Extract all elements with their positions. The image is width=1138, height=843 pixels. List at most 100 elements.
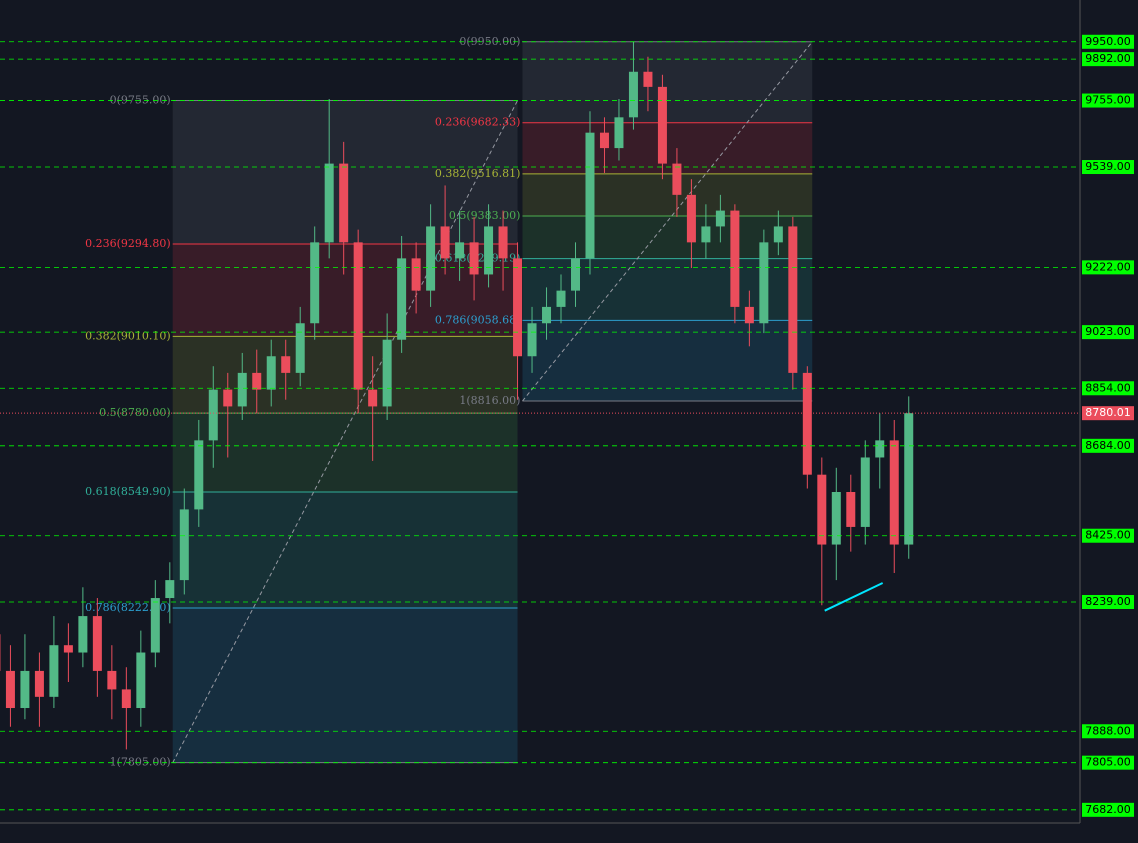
overlay-layer [0,41,1080,811]
candle-body [817,474,827,545]
candle-body [686,194,696,243]
candle-body [165,580,175,599]
level-label: 9222.00 [1085,260,1131,273]
candle-body [904,413,914,545]
candle-body [773,226,783,243]
level-label: 8425.00 [1085,529,1131,542]
candle-body [92,616,102,671]
candle-body [527,323,537,357]
level-tag [1082,802,1134,817]
candle-body [875,440,885,458]
fib-band [172,492,518,609]
candle-body [121,689,131,709]
candle-body [643,71,653,87]
candle-body [585,132,595,259]
candle-body [860,457,870,527]
candle-body [889,440,899,545]
candle-body [701,226,711,243]
candle-body [368,389,378,407]
candle-body [324,163,334,243]
candle-body [150,598,160,653]
fib-label: 0.786(9058.68) [435,313,521,326]
level-label: 9023.00 [1085,325,1131,338]
candle-layer [0,41,914,750]
level-tag [1082,93,1134,108]
level-label: 9539.00 [1085,160,1131,173]
fib-band [522,215,813,259]
level-tag [1082,52,1134,67]
price-axis [1080,0,1138,843]
fib-label: 0.618(8549.90) [85,485,171,498]
candle-body [455,242,465,259]
candle-body [63,645,73,653]
fib-label: 0.786(8222.30) [85,601,171,614]
candle-body [353,242,363,390]
level-tag [1082,325,1134,340]
level-tag [1082,755,1134,770]
candle-body [34,670,44,697]
level-tag [1082,595,1134,610]
fib-layer: 0(9755.00) 0.236(9294.80) 0.382(9010.10) 0.… [85,35,813,769]
level-tag [1082,260,1134,275]
candle-body [237,372,247,407]
candle-body [310,242,320,324]
level-label: 9892.00 [1085,52,1131,65]
fib-band [522,122,813,174]
candle-body [5,670,15,709]
candle-body [49,645,59,697]
fib-band [522,320,813,402]
fib-band [522,173,813,216]
candle-body [513,258,523,357]
level-label: 8854.00 [1085,381,1131,394]
fib-band [522,258,813,321]
candle-body [208,389,218,441]
level-label: 7805.00 [1085,756,1131,769]
level-label: 8684.00 [1085,439,1131,452]
candle-body [556,290,566,307]
candle-body [382,339,392,407]
fib-label: 0.382(9010.10) [85,329,171,342]
level-tag [1082,438,1134,453]
candle-body [570,258,580,291]
fib-band [172,413,518,493]
candle-body [498,226,508,259]
candle-body [759,242,769,324]
candle-body [469,242,479,275]
candle-body [426,226,436,291]
level-label: 9950.00 [1085,35,1131,48]
fib-label: 1(7805.00) [110,756,171,769]
candle-body [599,132,609,149]
fib-label: 0.236(9682.33) [435,116,521,129]
candle-body [542,306,552,324]
candle-body [107,670,117,690]
candle-body [628,71,638,118]
fib-band [172,608,518,763]
fib-band [522,41,813,123]
trend-line [824,582,884,612]
candle-body [657,86,667,164]
candle-body [730,210,740,307]
candle-body [179,509,189,581]
level-tag [1082,724,1134,739]
fib-label: 0.236(9294.80) [85,237,171,250]
fib-label: 0.5(8780.00) [99,406,171,419]
axis-layer: 9950.00 9892.00 9755.00 9539.00 9222.00 9023.… [1082,34,1134,817]
candle-body [223,389,233,407]
candle-body [339,163,349,243]
level-tag [1082,34,1134,49]
candle-body [715,210,725,227]
level-label: 8239.00 [1085,595,1131,608]
candle-body [484,226,494,275]
fib-label: 0.382(9516.81) [435,167,521,180]
candle-body [194,440,204,510]
candle-body [672,163,682,195]
candle-body [614,117,624,149]
candle-body [20,670,30,709]
candle-body [411,258,421,291]
candle-body [136,652,146,709]
candle-body [440,226,450,259]
candle-body [397,258,407,340]
fib-label: 1(8816.00) [459,394,520,407]
